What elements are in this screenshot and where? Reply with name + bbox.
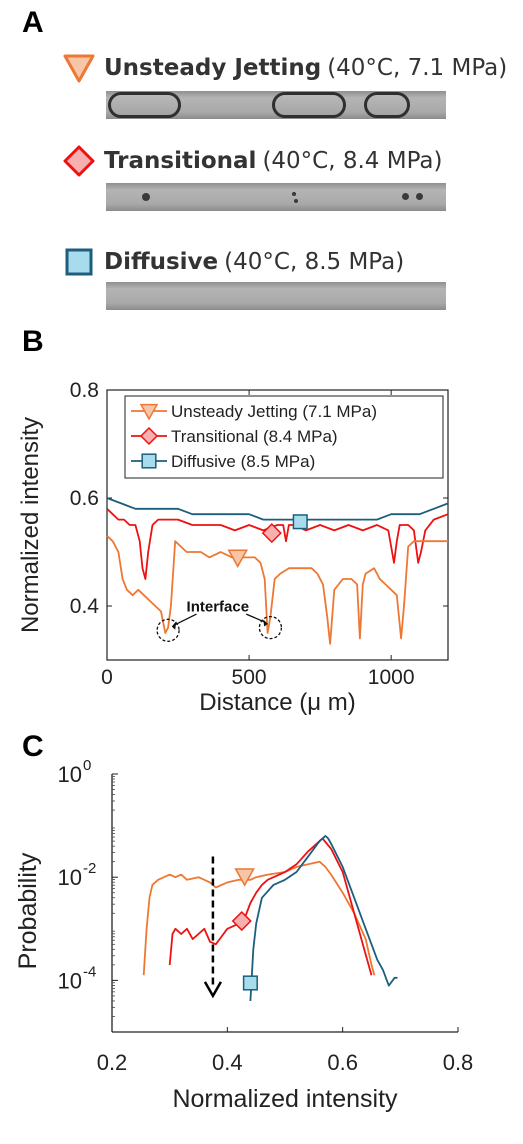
trend-arrowhead (203, 981, 223, 999)
regime-conditions: (40°C, 7.1 MPa) (327, 55, 508, 81)
regime-transitional: Transitional (40°C, 8.4 MPa) (62, 143, 443, 179)
bubble (142, 193, 150, 201)
x-tick-label: 0.2 (97, 1050, 128, 1075)
triangle-down-icon (63, 54, 95, 83)
regime-unsteady-jetting: Unsteady Jetting (40°C, 7.1 MPa) (62, 50, 507, 86)
panel-letter-b: B (22, 325, 44, 358)
series-line-1 (106, 508, 449, 580)
image-strip-diffusive (106, 282, 446, 310)
interface-arrow (245, 613, 266, 623)
series-marker-transitional (261, 523, 282, 544)
series-line-2 (106, 497, 449, 521)
legend-marker (139, 426, 159, 446)
legend-marker (139, 403, 159, 421)
regime-name: Transitional (104, 148, 257, 174)
image-strip-transitional (106, 183, 446, 211)
y-axis-label: Normalized intensity (17, 417, 44, 633)
series-marker-diffusive (242, 975, 258, 991)
x-tick-label: 0 (101, 666, 113, 689)
regime-conditions: (40°C, 8.5 MPa) (224, 249, 405, 275)
interface-circle (156, 618, 180, 642)
regime-name: Diffusive (104, 249, 219, 275)
x-tick-label: 0.6 (327, 1050, 358, 1075)
image-strip-unsteady-jetting (106, 91, 446, 119)
series-marker-unsteady (234, 868, 255, 887)
bubble (402, 193, 409, 200)
interface-arrowhead (263, 619, 268, 627)
x-tick-label: 1000 (368, 666, 415, 689)
x-axis-label: Normalized intensity (172, 1085, 398, 1113)
series-marker-diffusive (292, 514, 308, 530)
x-tick-label: 500 (232, 666, 267, 689)
y-tick-label: 0.4 (70, 595, 100, 618)
panel-letter-c: C (22, 730, 44, 763)
droplet (364, 92, 410, 118)
y-tick-base: 10 (58, 865, 82, 890)
legend-marker (141, 453, 157, 469)
regime-conditions: (40°C, 8.4 MPa) (262, 148, 443, 174)
bubble (292, 192, 296, 196)
series-line-0 (142, 860, 376, 976)
regime-name: Unsteady Jetting (104, 55, 322, 81)
y-tick-base: 10 (58, 968, 82, 993)
y-axis-label: Probability (14, 852, 42, 969)
interface-arrowhead (171, 621, 177, 630)
y-tick-exponent: 0 (83, 757, 91, 774)
legend-label: Diffusive (8.5 MPa) (171, 452, 315, 471)
series-line-0 (106, 535, 448, 645)
droplet (272, 92, 346, 118)
series-line-2 (249, 835, 398, 1002)
y-tick-exponent: -2 (83, 860, 96, 877)
interface-label: Interface (187, 598, 250, 615)
intensity-profile-chart: 0 500 1000 0.4 0.6 0.8 Distance (μ m) Normalize… (17, 379, 449, 716)
x-tick-label: 0.4 (212, 1050, 243, 1075)
bubble (294, 199, 298, 203)
legend-label: Transitional (8.4 MPa) (171, 427, 338, 446)
plot-frame (106, 389, 449, 661)
y-tick-exponent: -4 (83, 963, 96, 980)
y-tick-label: 0.8 (70, 379, 99, 402)
legend-label: Unsteady Jetting (7.1 MPa) (171, 402, 377, 421)
regime-diffusive: Diffusive (40°C, 8.5 MPa) (62, 244, 404, 280)
series-marker-transitional (231, 910, 252, 932)
y-tick-label: 0.6 (70, 487, 99, 510)
droplet (108, 92, 181, 118)
diamond-icon (63, 145, 95, 177)
series-line-1 (168, 837, 373, 976)
legend-box (124, 395, 444, 479)
y-tick-base: 10 (58, 762, 82, 787)
square-icon (65, 248, 93, 276)
bubble (416, 193, 423, 200)
x-tick-label: 0.8 (443, 1050, 474, 1075)
interface-arrow (174, 613, 197, 626)
panel-letter-a: A (22, 6, 44, 39)
x-axis-label: Distance (μ m) (199, 689, 356, 716)
series-marker-unsteady (227, 549, 248, 568)
